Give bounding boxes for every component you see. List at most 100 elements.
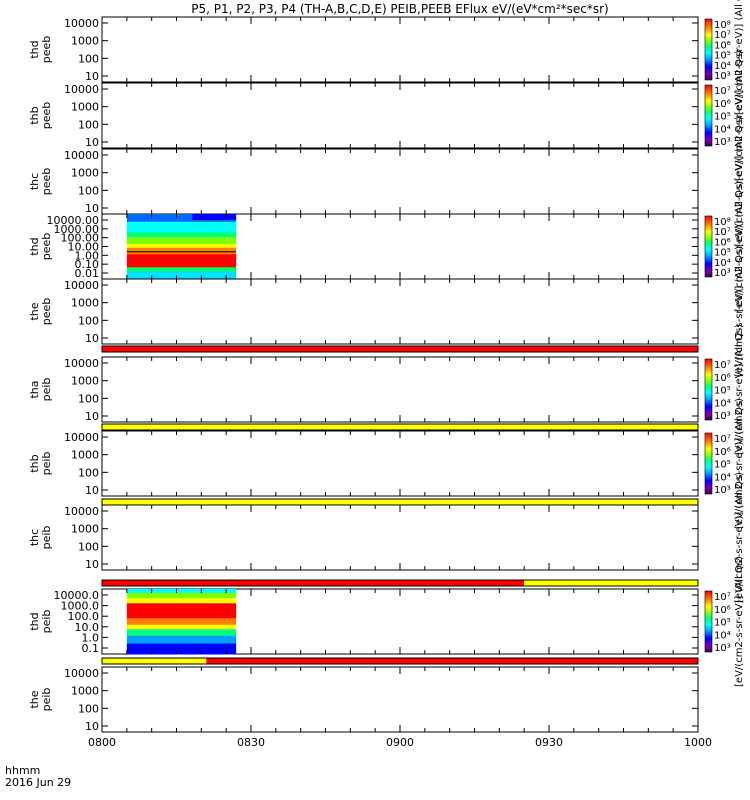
y-tick-label: 1000.0 (61, 600, 100, 613)
panel-7: 10000 1000 100 10 thc peib [eV/(cm2-s-sr-eV)] … (28, 472, 745, 603)
panel-9: 10000 1000 100 10 the peib (28, 666, 699, 733)
status-bar-3 (101, 579, 699, 587)
y-tick-label: 10 (85, 332, 99, 345)
colorbar (704, 84, 713, 147)
spectrogram-band (126, 271, 237, 280)
y-tick-label: 10 (85, 558, 99, 571)
y-tick-label: 1000 (71, 449, 99, 462)
x-axis: 0800 0830 0900 0930 1000 (88, 736, 712, 749)
y-tick-label: 10 (85, 136, 99, 149)
panel-ylabel: peeb (40, 298, 53, 326)
panel-ylabel: peeb (40, 233, 53, 261)
spectrogram-band (126, 624, 237, 630)
colorbar-tick-label: 10⁶ (714, 373, 731, 384)
colorbar-tick-label: 10⁸ (714, 217, 731, 228)
spectrogram-band (126, 635, 237, 645)
y-tick-label: 100.00 (61, 232, 100, 245)
y-tick-label: 10000 (64, 505, 99, 518)
status-bar-0 (101, 345, 699, 353)
status-bar-frame (101, 345, 699, 353)
panel-frame (101, 82, 699, 149)
y-tick-label: 1000 (71, 35, 99, 48)
colorbar-label: [eV/(cm2-s-sr-eV)] (All Qs) (734, 50, 745, 181)
x-tick-label: 0830 (237, 736, 265, 749)
colorbar-tick-label: 10³ (714, 411, 731, 422)
colorbar-tick-label: 10⁷ (714, 360, 731, 371)
y-tick-label: 0.10 (75, 258, 100, 271)
colorbar (704, 432, 713, 495)
y-tick-label: 100 (78, 392, 99, 405)
status-bar-2 (101, 498, 699, 506)
y-tick-label: 1000 (71, 375, 99, 388)
panel-frame (101, 504, 699, 571)
panel-ylabel: peeb (40, 168, 53, 196)
colorbar-tick-label: 10⁴ (714, 472, 731, 483)
colorbar-tick-label: 10⁷ (714, 434, 731, 445)
colorbar (704, 215, 713, 278)
y-tick-label: 10 (85, 484, 99, 497)
y-tick-label: 100 (78, 466, 99, 479)
colorbar-tick-label: 10⁴ (714, 61, 731, 72)
panel-ylabel: peib (40, 378, 53, 402)
panel-ylabel: thd (28, 612, 41, 630)
colorbar-tick-label: 10⁴ (714, 124, 731, 135)
y-tick-label: 10000 (64, 17, 99, 30)
colorbar-tick-label: 10⁵ (714, 386, 731, 397)
colorbar-tick-label: 10⁵ (714, 460, 731, 471)
panel-frame (101, 278, 699, 345)
colorbar-tick-label: 10³ (714, 643, 731, 654)
y-tick-label: 10000 (64, 431, 99, 444)
panel-frame (101, 356, 699, 423)
colorbar-label: [eV/(cm2-s-sr-eV)] (All Qs) (734, 556, 745, 687)
status-bar-segment (102, 499, 698, 505)
colorbar-label: [eV/(cm2-s-sr-eV)] (All Qs) (734, 181, 745, 312)
panel-frame (101, 16, 699, 83)
y-tick-label: 1000.00 (54, 223, 100, 236)
spectrogram-band (126, 592, 237, 599)
colorbar-tick-label: 10³ (714, 268, 731, 279)
y-tick-label: 1000 (71, 167, 99, 180)
y-tick-label: 100 (78, 540, 99, 553)
chart-title: P5, P1, P2, P3, P4 (TH-A,B,C,D,E) PEIB,P… (191, 2, 608, 16)
panel-ylabel: the (28, 302, 41, 320)
y-tick-label: 10000 (64, 667, 99, 680)
y-tick-label: 10 (85, 70, 99, 83)
panel-ylabel: tha (28, 380, 41, 398)
spectrogram-band (126, 237, 237, 245)
colorbar-tick-label: 10⁶ (714, 99, 731, 110)
panel-ylabel: peib (40, 688, 53, 712)
colorbar-tick-label: 10⁶ (714, 40, 731, 51)
status-bar-segment (524, 580, 698, 586)
panel-ylabel: peib (40, 452, 53, 476)
x-tick-label: 0800 (88, 736, 116, 749)
panel-ylabel: peeb (40, 36, 53, 64)
colorbar-tick-label: 10⁷ (714, 592, 731, 603)
colorbar-label: [eV/(cm2-s-sr-eV)] (All Qs) (734, 472, 745, 603)
y-tick-label: 10.0 (75, 621, 100, 634)
y-tick-label: 0.1 (82, 642, 100, 655)
y-tick-label: 100 (78, 52, 99, 65)
colorbar-tick-label: 10⁵ (714, 618, 731, 629)
spectrogram-3 (126, 214, 237, 280)
x-corner-label-hhmm: hhmm (5, 764, 40, 777)
x-corner-label-date: 2016 Jun 29 (5, 776, 71, 789)
y-tick-label: 10000.00 (47, 214, 100, 227)
colorbar (704, 590, 713, 653)
y-tick-label: 10 (85, 202, 99, 215)
y-tick-label: 10000 (64, 357, 99, 370)
y-tick-label: 1.00 (75, 249, 100, 262)
panel-4: 10000 1000 100 10 the peeb [eV/(cm2-s-sr-eV)] … (28, 246, 745, 377)
colorbar-tick-label: 10⁷ (714, 30, 731, 41)
colorbar-tick-label: 10⁴ (714, 630, 731, 641)
colorbar-tick-label: 10⁴ (714, 398, 731, 409)
status-bar-frame (101, 498, 699, 506)
y-tick-label: 10 (85, 720, 99, 733)
spectrogram-band (126, 629, 237, 637)
colorbar-tick-label: 10⁶ (714, 605, 731, 616)
colorbar-label: [eV/(cm2-s-sr-eV)] (All Qs) (734, 116, 745, 247)
panel-ylabel: thc (28, 173, 41, 190)
